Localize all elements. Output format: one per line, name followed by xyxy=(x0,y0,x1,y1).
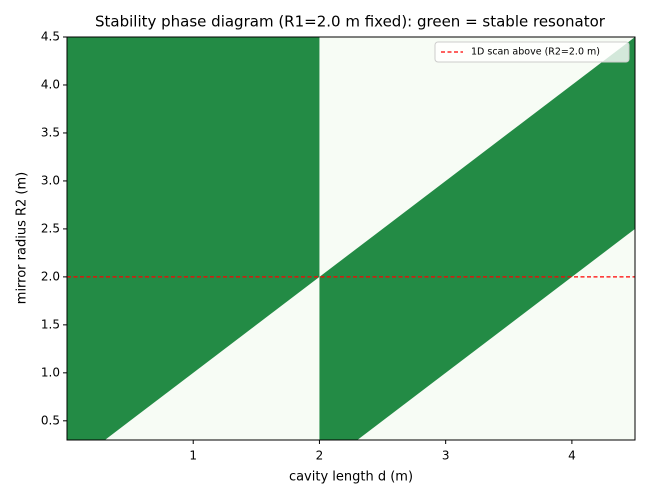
y-axis-label: mirror radius R2 (m) xyxy=(15,172,30,304)
legend-box xyxy=(434,41,630,63)
plot-frame xyxy=(66,36,636,441)
y-tick-label: 0.5 xyxy=(41,413,60,427)
chart-title: Stability phase diagram (R1=2.0 m fixed)… xyxy=(95,13,606,31)
x-axis-label: cavity length d (m) xyxy=(289,470,413,485)
y-tick-label: 1.5 xyxy=(41,317,60,331)
y-tick-label: 2.0 xyxy=(41,269,60,283)
y-tick-label: 3.5 xyxy=(41,125,60,139)
stable-region xyxy=(319,37,635,440)
x-tick-label: 1 xyxy=(189,449,197,463)
legend-label: 1D scan above (R2=2.0 m) xyxy=(471,47,600,58)
x-tick-label: 4 xyxy=(568,449,576,463)
y-tick-label: 3.0 xyxy=(41,173,60,187)
legend: 1D scan above (R2=2.0 m) xyxy=(434,41,630,63)
x-tick-label: 2 xyxy=(316,449,324,463)
y-tick-label: 4.0 xyxy=(41,77,60,91)
stable-region xyxy=(67,37,320,440)
y-tick-label: 1.0 xyxy=(41,365,60,379)
y-tick-label: 4.5 xyxy=(41,30,60,44)
y-tick-label: 2.5 xyxy=(41,221,60,235)
x-tick-label: 3 xyxy=(442,449,450,463)
